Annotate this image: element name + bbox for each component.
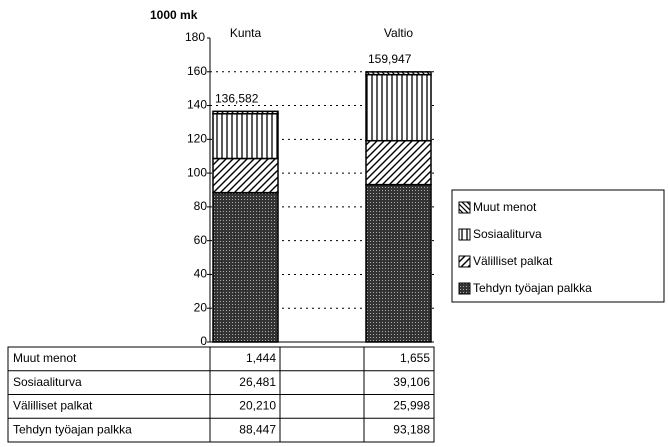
y-tick-label: 0 — [200, 334, 207, 348]
y-tick-label: 180 — [185, 30, 205, 44]
legend-label: Välilliset palkat — [473, 254, 553, 268]
legend-label: Muut menot — [473, 200, 537, 214]
table-row-name: Muut menot — [13, 351, 77, 365]
y-axis-label: 1000 mk — [150, 8, 198, 22]
bar-segment — [212, 157, 279, 194]
table-row-name: Välilliset palkat — [13, 399, 93, 413]
category-label: Kunta — [230, 26, 262, 40]
y-tick-label: 100 — [187, 165, 207, 179]
y-tick-label: 40 — [194, 267, 208, 281]
total-label: 159,947 — [368, 52, 412, 66]
table-value: 1,444 — [246, 351, 276, 365]
table-row-name: Tehdyn työajan palkka — [13, 422, 132, 436]
table-value: 88,447 — [239, 422, 276, 436]
y-tick-label: 60 — [194, 233, 208, 247]
bar-segment — [365, 183, 432, 343]
legend-label: Tehdyn työajan palkka — [473, 281, 592, 295]
y-tick-label: 20 — [194, 300, 208, 314]
table-value: 39,106 — [393, 375, 430, 389]
bar-segment — [212, 110, 279, 115]
y-tick-label: 80 — [194, 199, 208, 213]
legend-swatch — [458, 228, 471, 241]
bar-segment — [365, 139, 432, 186]
legend-label: Sosiaaliturva — [473, 227, 542, 241]
legend-swatch — [458, 282, 471, 295]
y-tick-label: 160 — [187, 64, 207, 78]
table-row-name: Sosiaaliturva — [13, 375, 82, 389]
legend-swatch — [458, 201, 471, 214]
bar-segment — [212, 191, 279, 343]
legend-box — [451, 189, 665, 303]
table-value: 26,481 — [239, 375, 276, 389]
bar-segment — [365, 71, 432, 76]
bar-segment — [212, 113, 279, 160]
y-tick-label: 140 — [187, 98, 207, 112]
total-label: 136,582 — [215, 92, 259, 106]
table-value: 1,655 — [400, 351, 430, 365]
table-value: 93,188 — [393, 422, 430, 436]
category-label: Valtio — [384, 26, 413, 40]
y-tick-label: 120 — [187, 132, 207, 146]
legend-swatch — [458, 255, 471, 268]
bar-segment — [365, 73, 432, 142]
table-value: 20,210 — [239, 399, 276, 413]
table-value: 25,998 — [393, 399, 430, 413]
